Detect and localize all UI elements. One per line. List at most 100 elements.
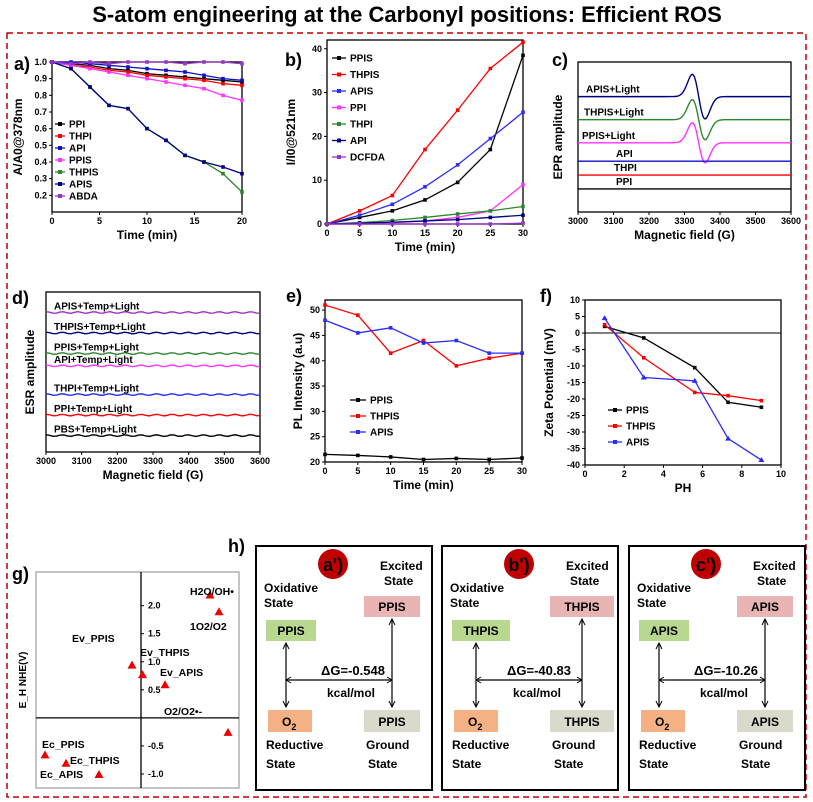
y-tick-label: -0.5 (148, 741, 164, 751)
point-label-Ev_APIS: Ev_APIS (160, 667, 203, 679)
x-tick-label: 3000 (36, 456, 56, 466)
series-line-PPIS+Temp+Light (45, 352, 261, 356)
legend-marker-DCFDA (337, 155, 341, 159)
x-tick-label: 10 (387, 228, 397, 238)
point-API (488, 215, 493, 220)
arrow-head (285, 676, 292, 684)
legend-marker-PPIS (356, 398, 360, 402)
y-tick-label: 30 (312, 88, 322, 98)
y-tick-label: 35 (310, 381, 320, 391)
point-PPIS (240, 98, 244, 103)
reductive-state-label: State (266, 757, 296, 771)
excited-material: APIS (751, 600, 779, 614)
series-label-API+Temp+Light: API+Temp+Light (54, 355, 133, 366)
legend-marker-THPIS (58, 170, 62, 174)
point-THPIS (356, 313, 360, 317)
x-tick-label: 3100 (603, 216, 623, 226)
x-tick-label: 3300 (674, 216, 694, 226)
series-label-THPI: THPI (614, 163, 637, 174)
point-label-1O2/O2: 1O2/O2 (190, 621, 227, 633)
y-axis-label: E_H NHE(V) (18, 652, 29, 709)
point-THPIS (454, 364, 459, 368)
y-tick-label: -35 (567, 444, 580, 454)
x-tick-label: 3400 (710, 216, 730, 226)
point-APIS (388, 326, 393, 330)
point-PPIS (455, 180, 460, 185)
excited-state-label: State (570, 574, 600, 588)
point-ABDA (202, 60, 206, 64)
legend-label-THPIS: THPIS (626, 422, 656, 433)
point-PPIS (487, 457, 491, 462)
x-tick-label: 5 (357, 228, 362, 238)
y-axis-label: PL Intensity (a.u) (291, 333, 305, 429)
point-API (183, 70, 187, 74)
point-Ev_APIS (160, 680, 170, 689)
y-tick-label: 40 (310, 356, 320, 366)
point-PPIS (164, 80, 168, 84)
excited-material-box (364, 596, 420, 617)
arrow-head (388, 617, 396, 626)
point-THPIS (487, 356, 491, 361)
series-line-PPIS+Light (578, 122, 791, 164)
point-APIS (323, 318, 327, 323)
point-THPI (183, 76, 187, 81)
point-THPIS (488, 66, 493, 71)
reductive-label: Reductive (639, 738, 697, 752)
point-APIS (183, 153, 187, 158)
point-APIS (356, 331, 360, 335)
x-tick-label: 10 (776, 469, 786, 479)
plot-frame (35, 571, 240, 789)
panel-g: -1.0 -0.5 0.5 1.0 1.5 2.0 E_H NHE(V) g) H2O/OH• 1… (12, 564, 240, 789)
x-axis-label: Time (min) (393, 478, 453, 492)
point-PPIS (356, 453, 360, 458)
excited-label: Excited (753, 559, 796, 573)
point-THPIS (240, 190, 244, 194)
y-tick-label: 20 (310, 457, 320, 467)
ground-material-box (737, 710, 793, 732)
arrow-head (472, 700, 480, 709)
reductive-label: Reductive (266, 738, 324, 752)
legend-marker-ABDA (58, 194, 62, 198)
y-tick-label: -40 (567, 460, 580, 470)
legend-marker-PPIS (337, 56, 341, 60)
point-PPIS (323, 452, 327, 457)
point-APIS (390, 202, 395, 207)
oxidative-material-box (266, 620, 316, 641)
point-API (455, 217, 460, 222)
y-tick-label: 5 (575, 312, 580, 322)
delta-g-unit: kcal/mol (700, 686, 748, 700)
point-APIS (725, 435, 732, 441)
y-axis-label: ESR amplitude (23, 329, 37, 414)
y-tick-label: -20 (567, 394, 580, 404)
y-tick-label: 0.5 (34, 140, 47, 150)
series-label-PPI: PPI (616, 177, 632, 188)
point-APIS (164, 138, 168, 143)
point-APIS (126, 106, 130, 111)
panel-label: d) (12, 288, 29, 308)
legend-marker-PPIS (58, 158, 62, 162)
oxidative-material: PPIS (277, 624, 304, 638)
legend-label-THPIS: THPIS (370, 412, 400, 423)
x-tick-label: 3000 (568, 216, 588, 226)
y-tick-label: 0.9 (34, 74, 47, 84)
ground-state-label: State (554, 757, 584, 771)
box-frame (255, 545, 433, 791)
series-label-APIS+Temp+Light: APIS+Temp+Light (54, 302, 140, 313)
point-DCFDA (488, 222, 493, 226)
x-tick-label: 15 (420, 228, 430, 238)
x-tick-label: 0 (582, 469, 587, 479)
point-Ev_THPIS (138, 670, 147, 679)
series-label-THPIS+Light: THPIS+Light (584, 108, 644, 119)
y-tick-label: 10 (312, 175, 322, 185)
x-tick-label: 20 (451, 466, 461, 476)
point-label-O2/O2•-: O2/O2•- (164, 706, 203, 718)
point-API (221, 76, 225, 81)
point-PPIS (145, 76, 149, 81)
ground-material: PPIS (378, 715, 405, 729)
legend-label-THPI: THPI (69, 132, 92, 143)
y-tick-label: 0.2 (34, 190, 47, 200)
arrow-head (761, 617, 769, 626)
y-tick-label: 0.5 (148, 685, 161, 695)
oxidative-material-box (452, 620, 510, 641)
point-ABDA (107, 61, 111, 66)
